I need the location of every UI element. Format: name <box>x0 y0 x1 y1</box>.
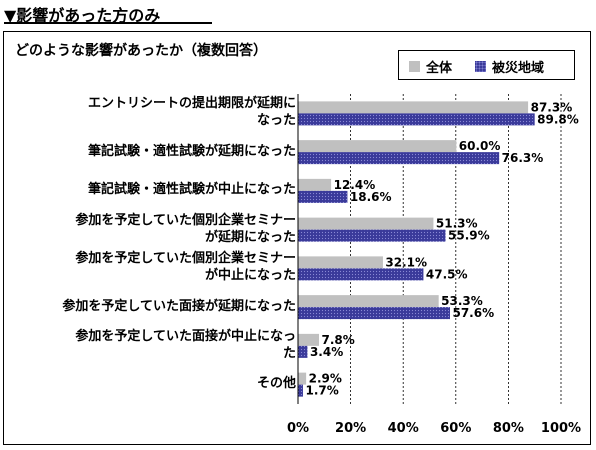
data-label-disaster-area: 55.9% <box>448 229 490 243</box>
category-label: その他 <box>256 376 296 392</box>
legend-swatch-all <box>409 61 420 72</box>
legend-item-all: 全体 <box>409 57 452 76</box>
category-label: 参加を予定していた面接が中止になった <box>75 328 296 361</box>
x-tick-label: 80% <box>492 421 524 436</box>
bar-disaster-area <box>298 307 450 320</box>
data-label-disaster-area: 3.4% <box>310 345 343 359</box>
category-label: 筆記試験・適性試験が延期になった <box>87 143 296 159</box>
x-tick-label: 0% <box>286 421 310 436</box>
bar-disaster-area <box>298 152 500 165</box>
legend-swatch-disaster-area <box>475 61 486 72</box>
category-label: 参加を予定していた面接が延期になった <box>62 298 296 314</box>
bar-all <box>298 140 457 153</box>
data-label-all: 2.9% <box>309 372 342 386</box>
category-label: 参加を予定していた個別企業セミナー が中止になった <box>75 251 296 284</box>
data-label-disaster-area: 89.8% <box>537 112 579 126</box>
data-label-disaster-area: 1.7% <box>305 384 338 398</box>
data-label-all: 7.8% <box>322 333 355 347</box>
x-tick-label: 40% <box>387 421 419 436</box>
data-label-disaster-area: 18.6% <box>350 190 392 204</box>
data-label-all: 12.4% <box>334 178 376 192</box>
legend-label-disaster-area: 被災地域 <box>492 61 545 76</box>
bar-disaster-area <box>298 229 446 242</box>
x-tick-label: 100% <box>540 421 582 436</box>
category-label: エントリシートの提出期限が延期に なった <box>87 96 296 129</box>
bar-all <box>298 295 439 308</box>
heading-underline <box>4 22 212 24</box>
x-tick-label: 60% <box>440 421 472 436</box>
bar-all <box>298 256 383 269</box>
bar-all <box>298 101 529 114</box>
chart-frame <box>3 31 591 445</box>
page-heading: ▼影響があった方のみ <box>4 6 161 25</box>
bar-all <box>298 217 434 230</box>
chart-title: どのような影響があったか（複数回答） <box>15 43 267 59</box>
legend-label-all: 全体 <box>426 61 453 76</box>
x-tick-label: 20% <box>335 421 367 436</box>
data-label-all: 87.3% <box>531 100 573 114</box>
data-label-all: 53.3% <box>441 294 483 308</box>
bar-all <box>298 333 320 346</box>
data-label-disaster-area: 47.5% <box>426 267 468 281</box>
bar-disaster-area <box>298 384 303 397</box>
legend-item-disaster-area: 被災地域 <box>475 57 544 76</box>
category-label: 参加を予定していた個別企業セミナー が延期になった <box>75 212 296 245</box>
data-label-all: 51.3% <box>436 217 478 231</box>
bar-disaster-area <box>298 268 424 281</box>
chart-legend: 全体 被災地域 <box>398 50 575 80</box>
data-label-disaster-area: 76.3% <box>502 151 544 165</box>
bar-disaster-area <box>298 345 308 358</box>
bar-disaster-area <box>298 190 348 203</box>
data-label-all: 32.1% <box>385 255 427 269</box>
data-label-disaster-area: 57.6% <box>452 306 494 320</box>
bar-all <box>298 178 332 191</box>
category-label: 筆記試験・適性試験が中止になった <box>87 182 296 198</box>
data-label-all: 60.0% <box>459 139 501 153</box>
bar-disaster-area <box>298 113 535 126</box>
bar-all <box>298 372 307 385</box>
